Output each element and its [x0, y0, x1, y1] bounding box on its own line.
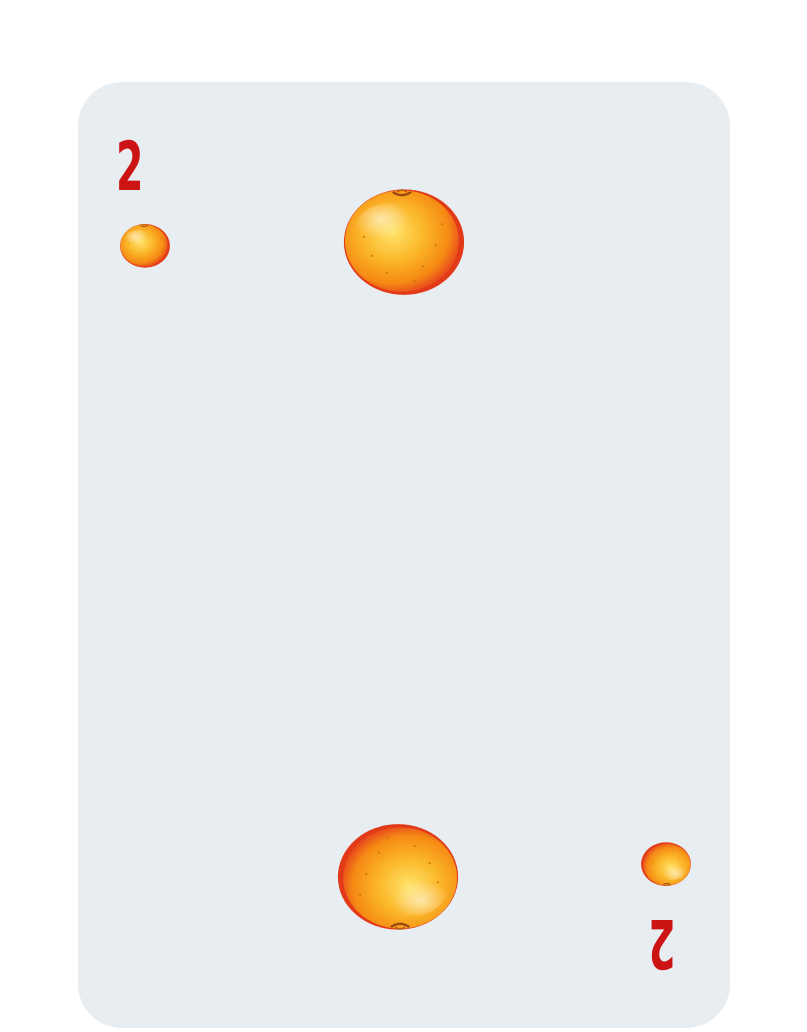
orange-fruit-icon — [639, 841, 693, 889]
rank-bottom-right: 2 — [648, 903, 676, 982]
orange-fruit-icon — [340, 182, 468, 298]
rank-top-left: 2 — [116, 128, 144, 207]
orange-fruit-icon — [118, 221, 172, 269]
orange-fruit-icon — [334, 821, 462, 937]
